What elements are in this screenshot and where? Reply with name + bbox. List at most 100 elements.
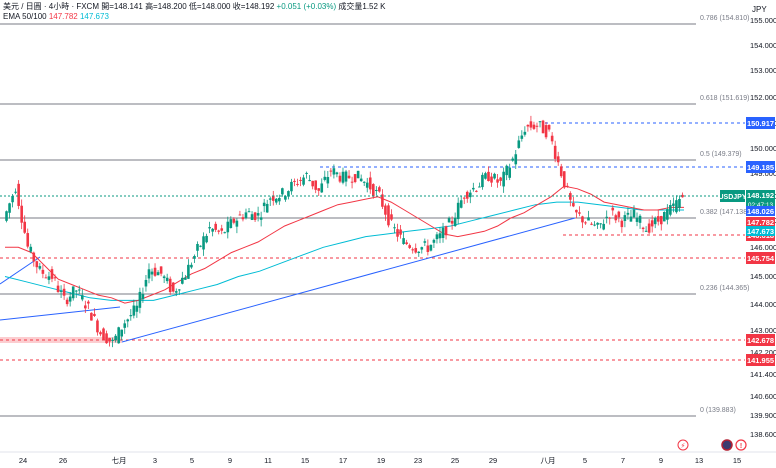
- y-tick-label: 143.000: [750, 326, 776, 335]
- candle-body: [487, 171, 490, 182]
- candle-body: [490, 176, 493, 183]
- candle-body: [675, 200, 678, 213]
- ema-label: EMA 50/100: [3, 12, 47, 21]
- y-tick-label: 155.000: [750, 16, 776, 25]
- candle-body: [77, 289, 81, 291]
- candle-body: [672, 203, 675, 206]
- candle-body: [202, 236, 205, 250]
- fib-level-label: 0.618 (151.619): [700, 95, 749, 102]
- event-flash-glyph: ⚡: [681, 442, 686, 450]
- candle-body: [62, 288, 66, 296]
- candle-body: [274, 198, 278, 203]
- candle-body: [174, 291, 178, 293]
- candle-body: [362, 181, 366, 183]
- y-tick-label: 142.200: [750, 348, 776, 357]
- candle-body: [44, 277, 48, 279]
- candle-body: [426, 245, 430, 252]
- candle-body: [241, 217, 245, 220]
- candle-body: [193, 256, 196, 259]
- candle-body: [547, 124, 551, 130]
- close-value: 收=148.192: [232, 2, 275, 11]
- bar-countdown-label: 02:47:13: [748, 202, 774, 209]
- candle-body: [559, 166, 563, 177]
- candle-body: [326, 176, 330, 184]
- x-tick-label: 7: [621, 456, 625, 465]
- volume-value: 成交量1.52 K: [338, 2, 386, 11]
- candle-body: [68, 296, 72, 302]
- candle-body: [320, 183, 324, 193]
- candle-body: [211, 228, 214, 232]
- candle-body: [529, 121, 533, 128]
- event-flash-icon: [677, 439, 689, 451]
- candle-body: [159, 266, 163, 274]
- candle-body: [541, 120, 545, 134]
- level-price-tag: [746, 252, 775, 264]
- candle-body: [317, 188, 321, 191]
- candle-body: [296, 183, 299, 185]
- candle-body: [526, 124, 530, 127]
- candle-body: [472, 187, 475, 190]
- candle-body: [447, 218, 451, 223]
- candle-body: [581, 216, 584, 223]
- candle-body: [556, 156, 560, 163]
- candle-body: [87, 301, 90, 304]
- currency-label: JPY: [752, 5, 767, 14]
- candle-body: [302, 177, 305, 185]
- fib-level-label: 0.382 (147.138): [700, 209, 749, 216]
- axis-price-label: 147.782: [747, 218, 774, 227]
- chart-legend: 美元 / 日圓 · 4小時 · FXCM 開=148.141 高=148.200…: [3, 2, 386, 22]
- candle-body: [135, 305, 139, 312]
- candle-body: [450, 220, 454, 224]
- candle-body: [514, 154, 518, 165]
- candle-body: [417, 251, 421, 253]
- x-tick-label: 25: [451, 456, 459, 465]
- candle-body: [532, 124, 536, 129]
- candle-body: [505, 165, 508, 176]
- candle-body: [14, 191, 17, 193]
- x-tick-label: 13: [695, 456, 703, 465]
- candle-body: [165, 277, 169, 282]
- candle-body: [26, 233, 30, 247]
- candle-body: [344, 171, 348, 182]
- ema50-line: [5, 185, 684, 304]
- candle-body: [208, 227, 211, 229]
- candle-body: [666, 209, 669, 220]
- level-price-tag: [746, 161, 775, 173]
- candle-body: [414, 248, 418, 253]
- candle-body: [190, 264, 193, 268]
- candle-body: [629, 216, 633, 222]
- candle-body: [605, 216, 609, 218]
- candle-body: [435, 234, 439, 240]
- candle-body: [132, 305, 136, 316]
- candle-body: [584, 222, 587, 224]
- candle-body: [129, 315, 133, 317]
- axis-price-label: 148.026: [747, 207, 774, 216]
- candle-body: [223, 232, 227, 234]
- candle-body: [517, 140, 521, 148]
- candle-body: [378, 187, 381, 192]
- candle-body: [293, 180, 296, 182]
- candle-body: [262, 202, 266, 207]
- candle-body: [626, 212, 630, 215]
- candle-body: [38, 266, 42, 269]
- trendline: [0, 256, 41, 285]
- candle-body: [108, 337, 111, 342]
- us-flag-icon: [721, 439, 733, 451]
- candle-body: [459, 200, 463, 208]
- y-tick-label: 144.000: [750, 300, 776, 309]
- candle-body: [59, 290, 63, 292]
- candle-body: [596, 222, 599, 225]
- candle-body: [599, 223, 602, 225]
- candle-body: [375, 189, 378, 191]
- candle-body: [662, 211, 666, 222]
- candle-body: [171, 282, 175, 292]
- candle-body: [308, 180, 311, 182]
- candle-body: [456, 202, 460, 220]
- candle-body: [187, 264, 190, 279]
- candle-body: [111, 339, 114, 341]
- candle-body: [332, 168, 336, 175]
- candle-body: [565, 185, 569, 187]
- candle-body: [608, 217, 612, 219]
- candle-body: [162, 276, 166, 279]
